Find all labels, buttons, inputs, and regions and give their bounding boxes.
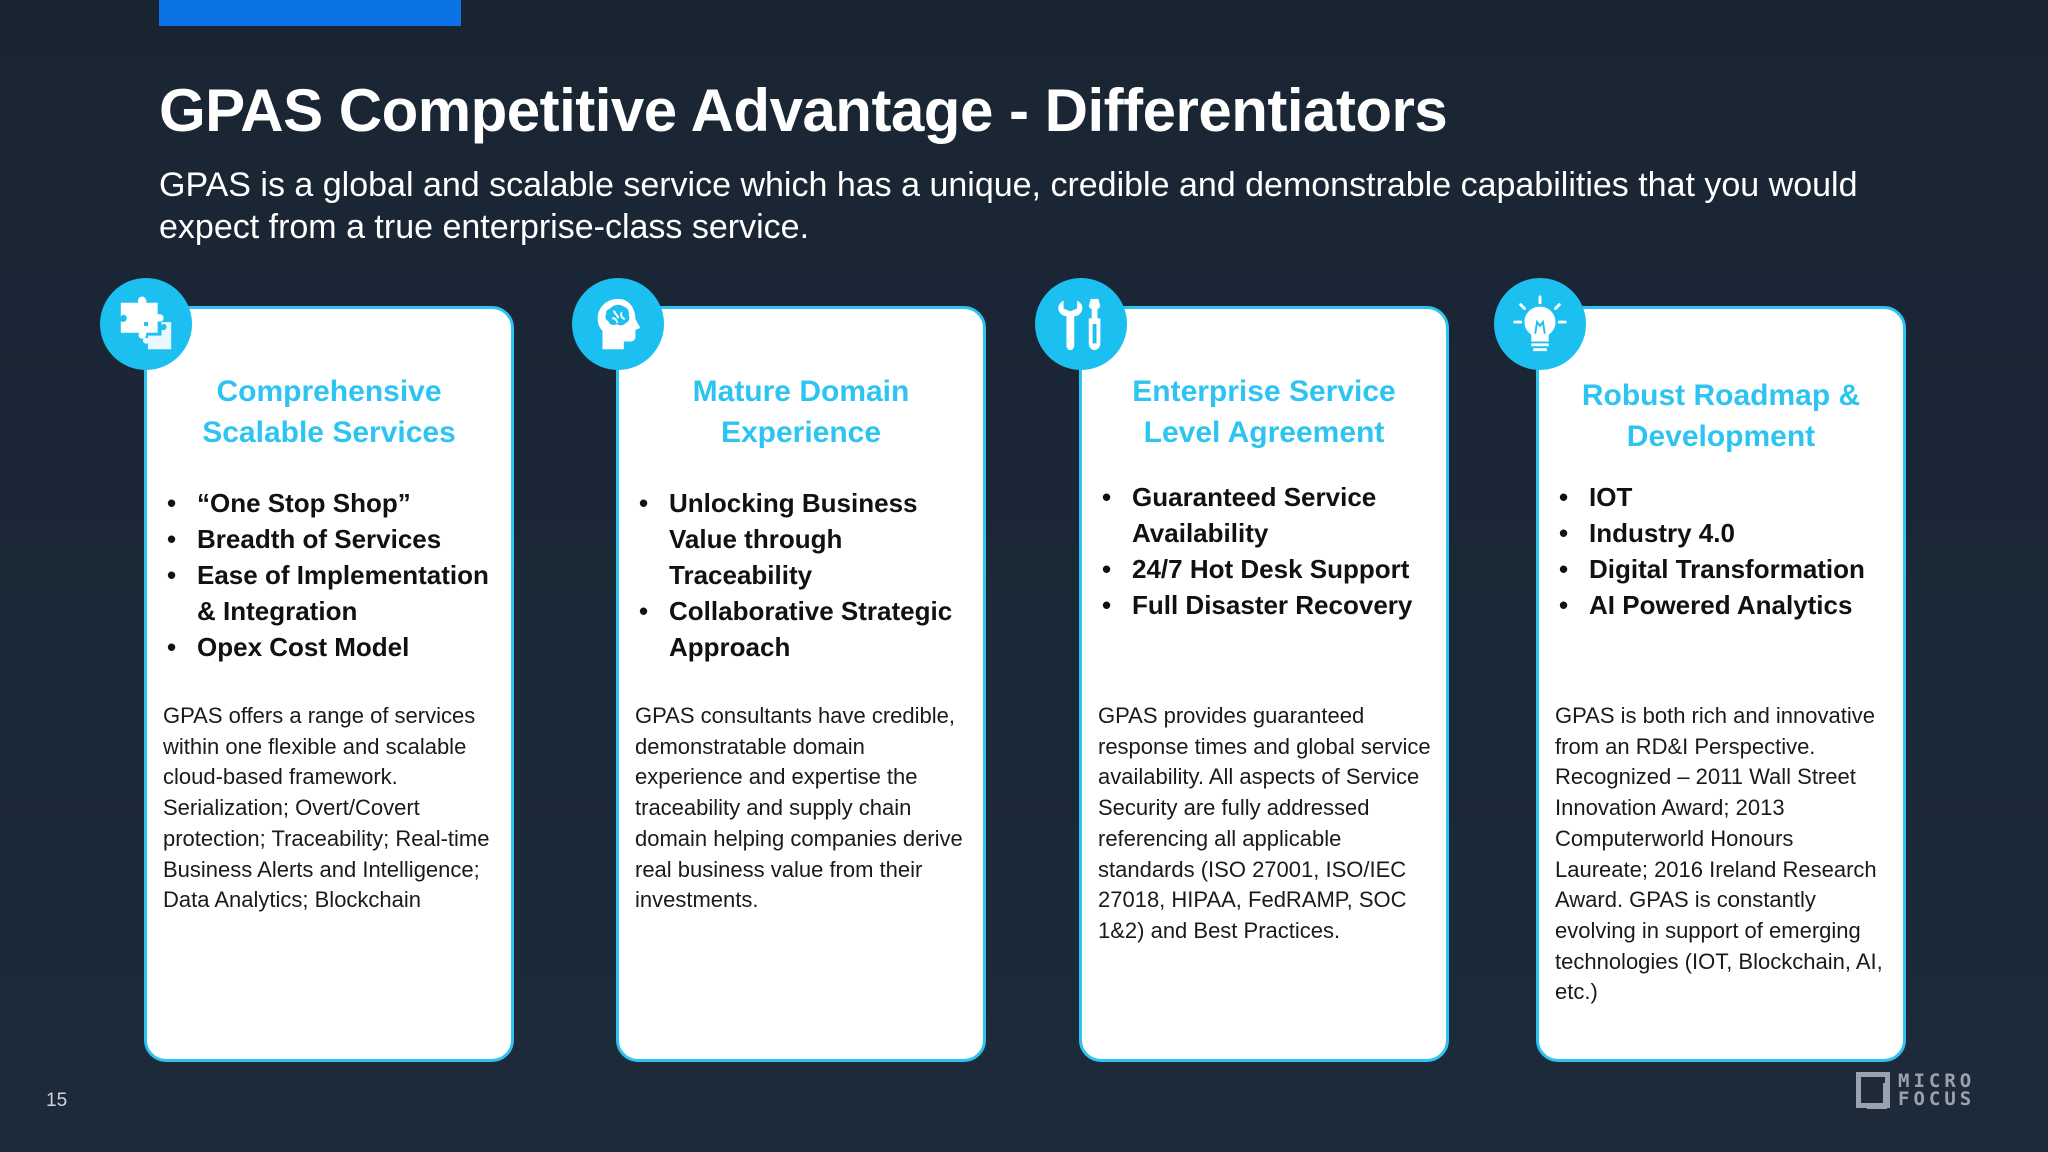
list-item: Digital Transformation	[1559, 551, 1893, 587]
card-description: GPAS provides guaranteed response times …	[1098, 703, 1431, 943]
logo-text: MICRO FOCUS	[1898, 1070, 1976, 1110]
card-description: GPAS consultants have credible, demonstr…	[635, 703, 963, 913]
card-comprehensive-scalable-services: Comprehensive Scalable Services “One Sto…	[144, 306, 514, 1062]
slide-subtitle: GPAS is a global and scalable service wh…	[159, 166, 1858, 246]
card-bullet-list: “One Stop Shop” Breadth of Services Ease…	[167, 485, 501, 665]
card-enterprise-service-level-agreement: Enterprise Service Level Agreement Guara…	[1079, 306, 1449, 1062]
card-bullet-list: Unlocking Business Value through Traceab…	[639, 485, 973, 665]
card-bullet-list: IOT Industry 4.0 Digital Transformation …	[1559, 479, 1893, 623]
card-title: Enterprise Service Level Agreement	[1132, 375, 1396, 449]
page-number: 15	[46, 1090, 68, 1111]
tools-icon	[1035, 278, 1127, 370]
puzzle-icon	[100, 278, 192, 370]
list-item: Guaranteed Service Availability	[1102, 479, 1436, 551]
list-item: Full Disaster Recovery	[1102, 587, 1436, 623]
card-mature-domain-experience: Mature Domain Experience Unlocking Busin…	[616, 306, 986, 1062]
list-item: Unlocking Business Value through Traceab…	[639, 485, 973, 593]
card-title: Robust Roadmap & Development	[1581, 379, 1861, 453]
list-item: AI Powered Analytics	[1559, 587, 1893, 623]
accent-bar	[159, 0, 461, 26]
lightbulb-icon	[1494, 278, 1586, 370]
list-item: Collaborative Strategic Approach	[639, 593, 973, 665]
list-item: IOT	[1559, 479, 1893, 515]
list-item: 24/7 Hot Desk Support	[1102, 551, 1436, 587]
card-bullet-list: Guaranteed Service Availability 24/7 Hot…	[1102, 479, 1436, 623]
card-robust-roadmap-development: Robust Roadmap & Development IOT Industr…	[1536, 306, 1906, 1062]
card-description: GPAS offers a range of services within o…	[163, 703, 490, 913]
logo-mark-icon	[1856, 1072, 1890, 1109]
card-description: GPAS is both rich and innovative from an…	[1555, 703, 1883, 1005]
list-item: Ease of Implementation & Integration	[167, 557, 501, 629]
card-title: Mature Domain Experience	[692, 375, 910, 449]
head-brain-icon	[572, 278, 664, 370]
list-item: Breadth of Services	[167, 521, 501, 557]
list-item: Opex Cost Model	[167, 629, 501, 665]
micro-focus-logo: MICRO FOCUS	[1856, 1070, 1976, 1110]
list-item: Industry 4.0	[1559, 515, 1893, 551]
list-item: “One Stop Shop”	[167, 485, 501, 521]
slide-title: GPAS Competitive Advantage - Differentia…	[159, 77, 1448, 144]
card-title: Comprehensive Scalable Services	[202, 375, 456, 449]
